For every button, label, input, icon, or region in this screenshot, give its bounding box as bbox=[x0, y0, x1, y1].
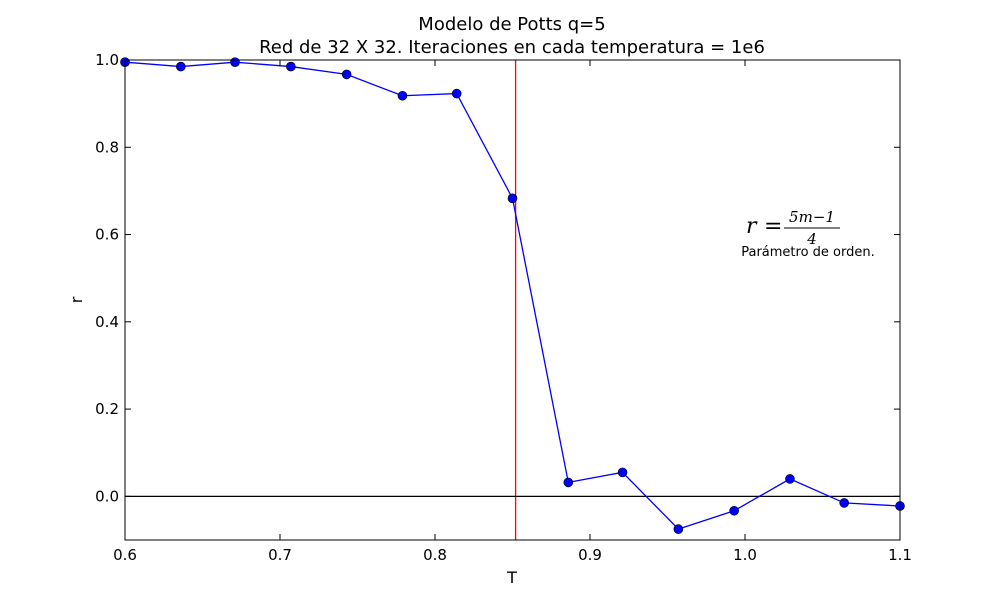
x-tick-label: 0.9 bbox=[578, 546, 602, 564]
plot-frame bbox=[124, 59, 901, 541]
y-tick-label: 0.0 bbox=[95, 487, 119, 505]
data-point bbox=[230, 57, 240, 67]
annotation-text: Parámetro de orden. bbox=[741, 245, 875, 260]
data-point bbox=[785, 474, 795, 484]
y-axis-label: r bbox=[67, 296, 86, 303]
x-tick-label: 1.0 bbox=[733, 546, 757, 564]
x-axis-label: T bbox=[506, 568, 517, 587]
x-tick-label: 1.1 bbox=[888, 546, 912, 564]
data-point bbox=[176, 61, 186, 72]
data-point bbox=[617, 467, 628, 478]
series-line bbox=[124, 61, 901, 530]
data-point bbox=[673, 524, 684, 534]
data-point bbox=[563, 477, 574, 488]
y-axis: 0.0 0.2 0.4 0.6 0.8 1.0 bbox=[95, 51, 900, 505]
formula-eq: = bbox=[764, 214, 782, 239]
x-tick-label: 0.7 bbox=[268, 546, 292, 564]
chart-subtitle: Red de 32 X 32. Iteraciones en cada temp… bbox=[259, 37, 765, 58]
chart-title: Modelo de Potts q=5 bbox=[418, 14, 605, 35]
formula-denominator: 4 bbox=[806, 230, 817, 248]
data-point bbox=[341, 69, 352, 80]
data-point bbox=[286, 61, 296, 72]
data-point bbox=[507, 193, 518, 204]
data-point bbox=[397, 90, 408, 101]
y-tick-label: 0.4 bbox=[95, 313, 119, 331]
y-tick-label: 0.2 bbox=[95, 400, 119, 418]
y-tick-label: 1.0 bbox=[95, 51, 119, 69]
x-tick-label: 0.6 bbox=[113, 546, 137, 564]
data-point bbox=[839, 498, 850, 508]
y-tick-label: 0.6 bbox=[95, 226, 119, 244]
y-tick-label: 0.8 bbox=[95, 138, 119, 156]
x-axis: 0.6 0.7 0.8 0.9 1.0 1.1 bbox=[113, 60, 912, 564]
formula-numerator: 5m−1 bbox=[789, 208, 835, 226]
data-point bbox=[729, 505, 739, 516]
x-tick-label: 0.8 bbox=[423, 546, 447, 564]
formula-lhs: r bbox=[746, 214, 758, 239]
plot-area bbox=[120, 57, 905, 540]
data-point bbox=[451, 88, 462, 99]
annotation: r = 5m−1 4 Parámetro de orden. bbox=[741, 208, 875, 260]
